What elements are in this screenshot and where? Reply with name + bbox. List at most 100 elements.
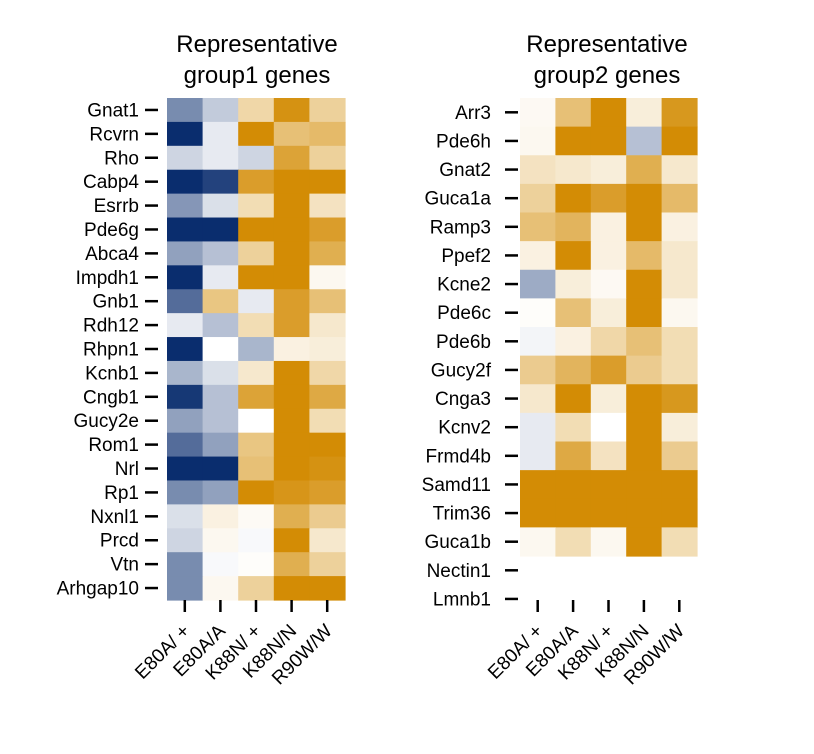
heatmap-cell bbox=[661, 298, 698, 328]
heatmap-cell bbox=[555, 98, 592, 128]
heatmap-cell bbox=[238, 360, 275, 386]
heatmap-cell bbox=[238, 241, 275, 266]
heatmap-cell bbox=[626, 327, 663, 357]
heatmap-cell bbox=[520, 327, 556, 357]
heatmap-cell bbox=[661, 355, 698, 385]
row-label: Rcvrn bbox=[89, 124, 139, 145]
row-label: Pde6h bbox=[436, 131, 491, 152]
heatmap-cell bbox=[167, 432, 204, 458]
row-label: Ramp3 bbox=[430, 217, 491, 238]
heatmap-cell bbox=[661, 155, 698, 185]
row-label: Kcne2 bbox=[437, 275, 491, 296]
heatmap-cell bbox=[309, 360, 346, 386]
heatmap-cells bbox=[520, 98, 698, 557]
heatmap-cell bbox=[167, 408, 204, 434]
row-label: Ppef2 bbox=[441, 246, 491, 267]
row-label: Gucy2e bbox=[74, 411, 139, 432]
row-label: Cnga3 bbox=[435, 389, 491, 410]
heatmap-cell bbox=[590, 212, 627, 242]
heatmap-cell bbox=[590, 241, 627, 271]
heatmap-cell bbox=[238, 576, 275, 601]
heatmap-cell bbox=[202, 552, 239, 577]
heatmap-cell bbox=[309, 337, 346, 362]
heatmap-cell bbox=[273, 337, 310, 362]
row-label: Pde6b bbox=[436, 332, 491, 353]
panel-title-line1: Representative bbox=[526, 31, 687, 58]
row-label: Gnb1 bbox=[93, 292, 139, 313]
heatmap-cell bbox=[555, 241, 592, 271]
heatmap-cell bbox=[202, 145, 239, 171]
heatmap-cell bbox=[273, 289, 310, 314]
heatmap-cell bbox=[309, 480, 346, 505]
heatmap-cell bbox=[590, 183, 627, 214]
row-label: Impdh1 bbox=[76, 268, 139, 289]
row-label: Gucy2f bbox=[431, 360, 492, 381]
row-label: Rhpn1 bbox=[83, 340, 139, 361]
heatmap-cell bbox=[520, 212, 556, 242]
heatmap-cell bbox=[273, 217, 310, 243]
heatmap-cell bbox=[309, 408, 346, 434]
heatmap-cell bbox=[661, 527, 698, 557]
heatmap-cell bbox=[273, 528, 310, 553]
heatmap-cell bbox=[238, 313, 275, 338]
row-label: Cabp4 bbox=[83, 172, 139, 193]
heatmap-cell bbox=[590, 155, 627, 185]
row-label: Nectin1 bbox=[427, 561, 491, 582]
heatmap-cell bbox=[167, 384, 204, 410]
heatmap-cell bbox=[238, 432, 275, 458]
heatmap-cell bbox=[202, 456, 239, 482]
heatmap-cell bbox=[520, 355, 556, 385]
heatmap-cell bbox=[520, 155, 556, 185]
heatmap-cell bbox=[555, 412, 592, 443]
heatmap-cell bbox=[309, 145, 346, 171]
heatmap-cell bbox=[555, 212, 592, 242]
heatmap-cell bbox=[202, 98, 239, 123]
heatmap-cell bbox=[520, 298, 556, 328]
heatmap-cell bbox=[626, 98, 663, 128]
heatmap-cell bbox=[309, 241, 346, 266]
heatmap-cell bbox=[661, 327, 698, 357]
heatmap-cell bbox=[626, 441, 663, 471]
row-label: Rom1 bbox=[88, 435, 139, 456]
heatmap-cell bbox=[238, 504, 275, 529]
heatmap-cell bbox=[167, 360, 204, 386]
row-label: Guca1a bbox=[424, 189, 491, 210]
heatmap-cell bbox=[167, 456, 204, 482]
row-label: Vtn bbox=[110, 555, 139, 576]
heatmap-cell bbox=[661, 126, 698, 156]
row-label: Rp1 bbox=[104, 483, 139, 504]
heatmap-cell bbox=[626, 241, 663, 271]
heatmap-cell bbox=[626, 269, 663, 299]
heatmap-cell bbox=[273, 408, 310, 434]
heatmap-cell bbox=[555, 183, 592, 214]
row-label: Trim36 bbox=[433, 504, 491, 525]
heatmap-cell bbox=[590, 98, 627, 128]
heatmap-cell bbox=[590, 327, 627, 357]
heatmap-cell bbox=[661, 269, 698, 299]
heatmap-cell bbox=[238, 169, 275, 195]
heatmap-cell bbox=[167, 241, 204, 266]
heatmap-cell bbox=[520, 183, 556, 214]
row-label: Nrl bbox=[115, 459, 139, 480]
row-label: Rdh12 bbox=[83, 316, 139, 337]
heatmap-cell bbox=[273, 432, 310, 458]
row-label: Rho bbox=[104, 148, 139, 169]
heatmap-cell bbox=[202, 504, 239, 529]
heatmap-cell bbox=[238, 265, 275, 290]
heatmap-cell bbox=[520, 527, 556, 557]
heatmap-cell bbox=[202, 289, 239, 314]
row-label: Nxnl1 bbox=[90, 507, 139, 528]
heatmap-cell bbox=[167, 289, 204, 314]
heatmap-cell bbox=[309, 217, 346, 243]
heatmap-cell bbox=[520, 470, 556, 500]
heatmap-cell bbox=[555, 498, 592, 528]
heatmap-cell bbox=[238, 145, 275, 171]
heatmap-cell bbox=[273, 193, 310, 219]
heatmap-cell bbox=[238, 121, 275, 147]
heatmap-cell bbox=[626, 212, 663, 242]
heatmap-cell bbox=[661, 183, 698, 214]
heatmap-cell bbox=[202, 360, 239, 386]
row-labels: Arr3 Pde6h Gnat2 Guca1a Ramp3 Ppef2 Kcne2 Pde6c… bbox=[422, 103, 518, 610]
